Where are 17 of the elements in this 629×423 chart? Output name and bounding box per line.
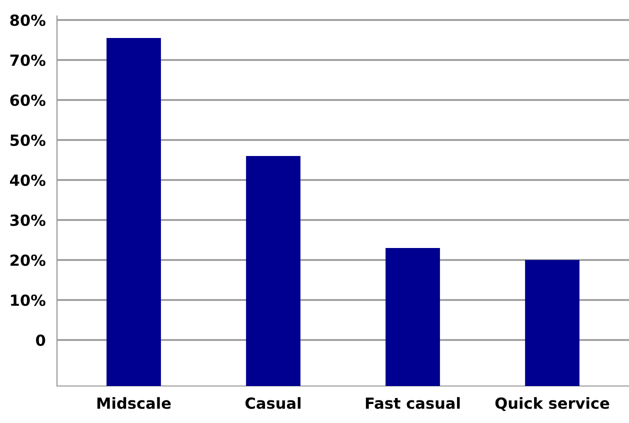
x-tick-label: Casual: [245, 397, 300, 409]
x-tick-label: Fast casual: [366, 397, 460, 409]
bar: [386, 248, 440, 386]
bar: [246, 156, 300, 386]
y-tick-label: 70%: [10, 54, 46, 66]
x-tick-label: Quick service: [495, 397, 610, 411]
bar: [525, 260, 580, 386]
bar: [106, 38, 161, 386]
y-tick-label: 80%: [10, 14, 46, 26]
y-tick-label: 50%: [10, 134, 46, 146]
y-tick-label: 60%: [10, 94, 46, 106]
x-tick-label: Midscale: [97, 397, 171, 409]
y-tick-label: 40%: [10, 174, 46, 186]
y-tick-label: 20%: [10, 254, 46, 266]
y-tick-label: 30%: [10, 214, 46, 226]
y-tick-label: 10%: [11, 294, 46, 306]
y-tick-label: 0: [36, 334, 46, 346]
